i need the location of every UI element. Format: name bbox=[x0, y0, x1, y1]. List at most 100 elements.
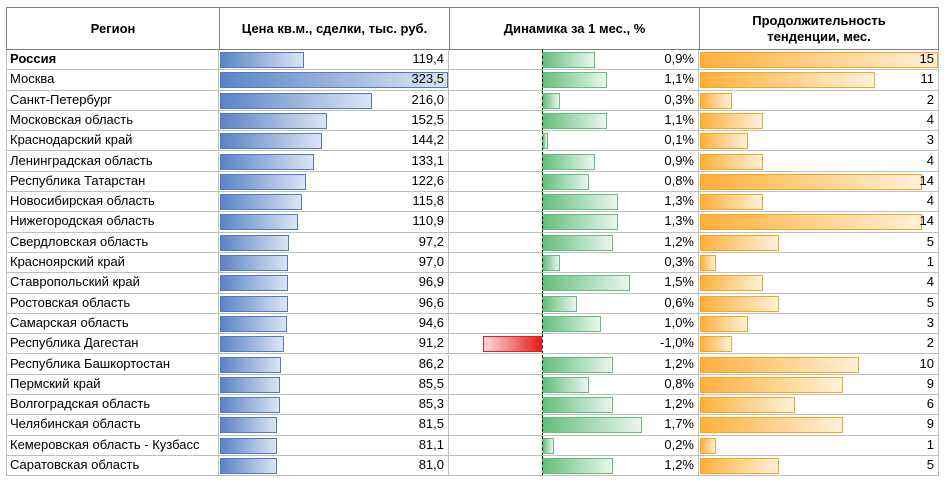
change-bar bbox=[542, 52, 595, 68]
price-bar bbox=[220, 92, 373, 109]
duration-value: 10 bbox=[919, 355, 934, 371]
price-cell: 152,5 bbox=[219, 110, 449, 132]
region-cell: Самарская область bbox=[6, 313, 219, 335]
table-row: Санкт-Петербург 216,0 0,3% 2 bbox=[6, 90, 939, 111]
change-value: 1,3% bbox=[664, 213, 694, 229]
price-bar bbox=[220, 275, 289, 292]
duration-bar bbox=[700, 417, 843, 434]
change-value: 1,2% bbox=[664, 396, 694, 412]
header-price: Цена кв.м., сделки, тыс. руб. bbox=[219, 7, 450, 50]
price-value: 110,9 bbox=[412, 213, 444, 229]
region-name: Республика Дагестан bbox=[10, 335, 139, 351]
change-bar bbox=[542, 112, 607, 129]
change-value: 1,1% bbox=[664, 111, 694, 127]
change-bar bbox=[542, 458, 613, 474]
duration-cell: 4 bbox=[699, 110, 939, 132]
price-bar bbox=[220, 315, 287, 332]
change-cell: 0,3% bbox=[449, 253, 699, 274]
change-cell: 1,7% bbox=[449, 415, 699, 436]
region-cell: Республика Башкортостан bbox=[6, 354, 219, 375]
duration-cell: 10 bbox=[699, 354, 939, 375]
region-name: Пермский край bbox=[10, 375, 101, 391]
duration-cell: 4 bbox=[699, 273, 939, 294]
price-bar bbox=[220, 336, 285, 353]
region-name: Россия bbox=[10, 51, 57, 66]
region-cell: Краснодарский край bbox=[6, 131, 219, 152]
duration-bar bbox=[700, 397, 796, 414]
duration-value: 4 bbox=[926, 152, 934, 168]
price-value: 119,4 bbox=[412, 51, 444, 66]
duration-value: 4 bbox=[926, 274, 934, 290]
change-cell: 1,3% bbox=[449, 212, 699, 233]
price-cell: 96,6 bbox=[219, 293, 449, 314]
duration-value: 4 bbox=[926, 111, 934, 127]
price-value: 152,5 bbox=[411, 111, 444, 127]
change-value: 0,2% bbox=[664, 436, 694, 452]
table-row: Краснодарский край 144,2 0,1% 3 bbox=[6, 131, 939, 152]
region-cell: Ростовская область bbox=[6, 293, 219, 314]
price-cell: 97,0 bbox=[219, 253, 449, 274]
price-cell: 144,2 bbox=[219, 131, 449, 152]
price-value: 97,2 bbox=[418, 233, 444, 249]
duration-value: 1 bbox=[926, 254, 934, 269]
zero-axis bbox=[542, 313, 543, 334]
price-bar bbox=[220, 72, 448, 89]
price-cell: 96,9 bbox=[219, 273, 449, 294]
zero-axis bbox=[542, 50, 543, 70]
data-table: Регион Цена кв.м., сделки, тыс. руб. Дин… bbox=[6, 7, 939, 477]
change-value: 0,9% bbox=[664, 51, 694, 66]
change-value: 1,7% bbox=[664, 416, 694, 432]
duration-cell: 4 bbox=[699, 151, 939, 172]
price-bar bbox=[220, 376, 281, 393]
zero-axis bbox=[542, 456, 543, 476]
change-cell: 0,8% bbox=[449, 374, 699, 396]
duration-value: 14 bbox=[919, 172, 934, 188]
duration-value: 11 bbox=[920, 71, 935, 87]
zero-axis bbox=[542, 273, 543, 293]
region-cell: Новосибирская область bbox=[6, 192, 219, 213]
change-bar bbox=[542, 234, 613, 251]
table-row: Республика Татарстан 122,6 0,8% 14 bbox=[6, 171, 939, 193]
duration-value: 15 bbox=[919, 51, 934, 66]
price-bar bbox=[220, 295, 289, 312]
zero-axis bbox=[542, 435, 543, 455]
price-cell: 216,0 bbox=[219, 90, 449, 111]
duration-bar bbox=[700, 72, 875, 89]
change-bar bbox=[542, 173, 590, 190]
region-cell: Ленинградская область bbox=[6, 151, 219, 172]
zero-axis bbox=[542, 395, 543, 415]
region-name: Ленинградская область bbox=[10, 152, 153, 168]
table-row: Свердловская область 97,2 1,2% 5 bbox=[6, 232, 939, 253]
region-name: Самарская область bbox=[10, 314, 129, 330]
change-value: 1,1% bbox=[664, 71, 694, 87]
change-cell: 0,2% bbox=[449, 435, 699, 456]
price-cell: 85,5 bbox=[219, 374, 449, 396]
duration-cell: 15 bbox=[699, 50, 939, 71]
region-cell: Санкт-Петербург bbox=[6, 90, 219, 111]
duration-cell: 5 bbox=[699, 456, 939, 477]
duration-value: 4 bbox=[926, 193, 934, 209]
zero-axis bbox=[542, 151, 543, 171]
price-cell: 115,8 bbox=[219, 192, 449, 213]
table-row: Республика Башкортостан 86,2 1,2% 10 bbox=[6, 354, 939, 375]
price-bar bbox=[220, 153, 314, 170]
change-bar bbox=[542, 397, 613, 414]
change-cell: 0,1% bbox=[449, 131, 699, 152]
change-bar bbox=[542, 376, 590, 393]
table-row: Ленинградская область 133,1 0,9% 4 bbox=[6, 151, 939, 172]
change-value: 1,3% bbox=[664, 193, 694, 209]
region-cell: Красноярский край bbox=[6, 253, 219, 274]
price-bar bbox=[220, 133, 322, 150]
zero-axis bbox=[542, 110, 543, 131]
change-value: 1,5% bbox=[664, 274, 694, 290]
region-cell: Республика Дагестан bbox=[6, 334, 219, 355]
table-row: Красноярский край 97,0 0,3% 1 bbox=[6, 253, 939, 274]
duration-value: 5 bbox=[926, 294, 934, 310]
price-bar bbox=[220, 458, 278, 474]
table-row: Пермский край 85,5 0,8% 9 bbox=[6, 374, 939, 396]
change-cell: 0,9% bbox=[449, 50, 699, 71]
duration-value: 2 bbox=[926, 335, 934, 351]
change-bar bbox=[542, 356, 613, 373]
duration-bar bbox=[700, 458, 780, 474]
change-cell: 1,0% bbox=[449, 313, 699, 335]
